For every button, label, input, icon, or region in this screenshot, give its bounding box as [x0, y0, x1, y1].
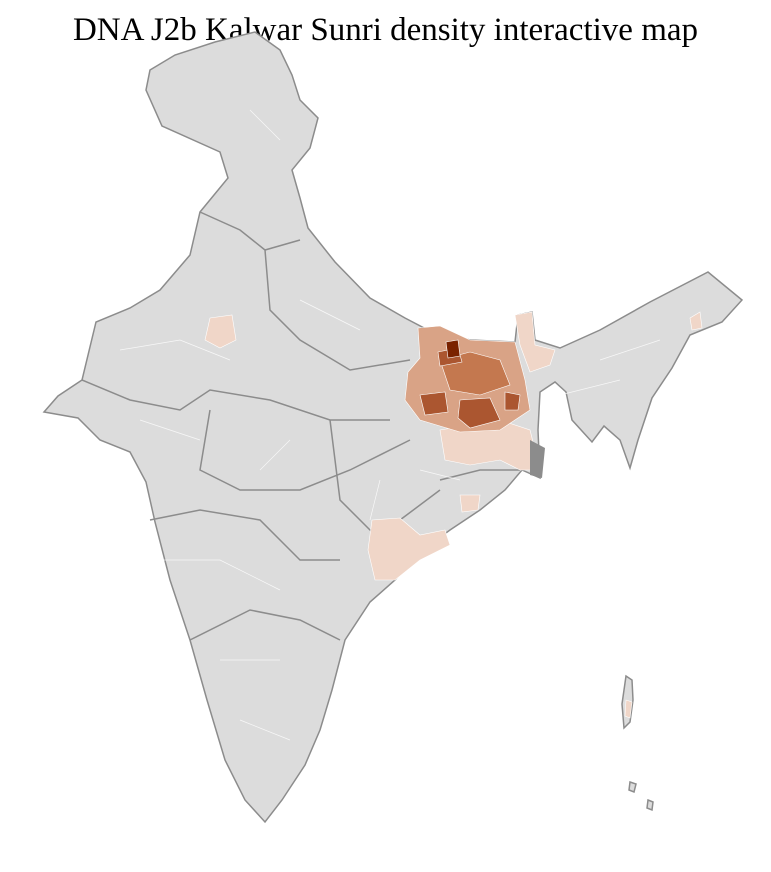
- bangladesh-border-detail: [530, 440, 545, 478]
- density-regions: [204, 311, 703, 719]
- region-low-odisha-coast[interactable]: [459, 494, 481, 513]
- region-high-south-bihar[interactable]: [419, 391, 521, 429]
- district-lines: [119, 109, 661, 741]
- region-low-odisha-chhattisgarh[interactable]: [367, 517, 451, 581]
- map-title: DNA J2b Kalwar Sunri density interactive…: [72, 12, 699, 48]
- india-outline: [42, 31, 744, 824]
- india-mainland[interactable]: [42, 31, 744, 824]
- region-low-sikkim-north-bengal[interactable]: [514, 311, 556, 373]
- region-low-northeast[interactable]: [689, 311, 703, 331]
- region-low-andaman[interactable]: [624, 699, 633, 719]
- region-low-rajasthan[interactable]: [204, 314, 237, 349]
- nicobar-islands[interactable]: [628, 780, 654, 812]
- region-max-density[interactable]: [445, 339, 461, 359]
